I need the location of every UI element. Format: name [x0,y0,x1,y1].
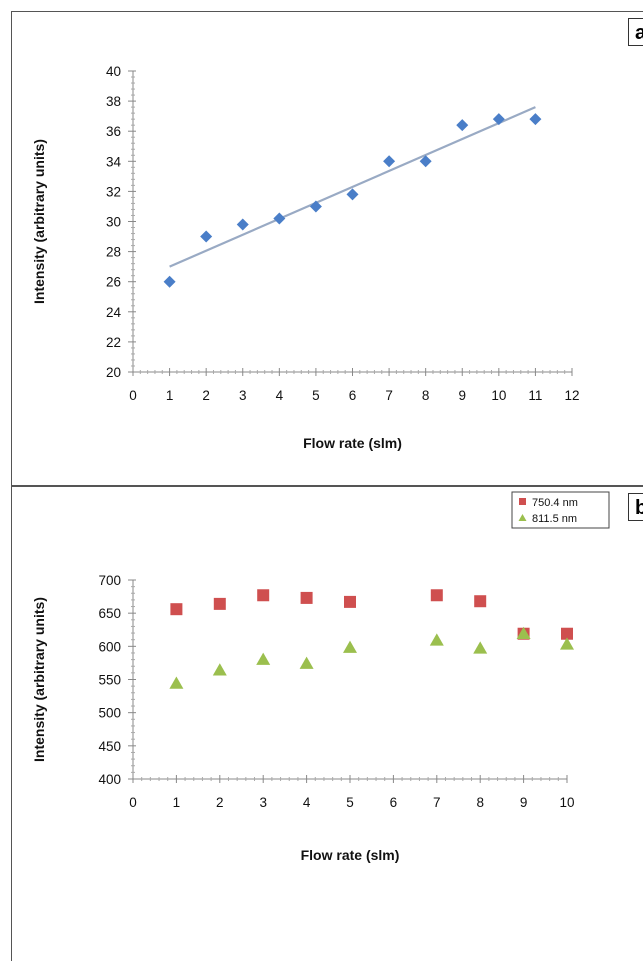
data-point [430,589,443,602]
legend-marker [518,514,527,521]
y-tick-label: 22 [106,335,121,350]
y-tick-label: 450 [98,739,121,754]
x-tick-label: 4 [303,795,311,810]
data-point [300,591,313,604]
x-axis-title: Flow rate (slm) [301,847,400,863]
x-tick-label: 8 [422,388,430,403]
x-tick-label: 2 [202,388,210,403]
x-tick-label: 0 [129,795,137,810]
x-tick-label: 12 [564,388,579,403]
x-tick-label: 6 [349,388,357,403]
y-axis-title: Intensity (arbitrary units) [31,139,47,304]
y-tick-label: 500 [98,706,121,721]
data-point [529,113,542,126]
legend-box [511,491,610,529]
panel-label-a: a [628,18,643,46]
data-point [419,155,432,168]
data-point [456,119,469,132]
panel-label-b: b [628,493,643,521]
x-tick-label: 0 [129,388,137,403]
trendline [169,106,536,268]
data-point [561,627,573,640]
data-point [309,200,322,213]
data-point [212,663,227,676]
data-point [163,275,176,288]
y-tick-label: 32 [106,184,121,199]
y-tick-label: 20 [106,365,121,380]
legend-label: 811.5 nm [532,513,577,525]
data-point [236,218,249,231]
y-tick-label: 28 [106,245,121,260]
x-tick-label: 9 [458,388,466,403]
x-tick-label: 1 [166,388,174,403]
x-tick-label: 11 [528,388,542,403]
data-point [344,595,356,608]
x-tick-label: 7 [433,795,441,810]
x-tick-label: 6 [390,795,398,810]
data-point [474,595,487,608]
data-point [343,640,357,653]
x-tick-label: 8 [476,795,484,810]
y-tick-label: 26 [106,275,121,290]
data-point [473,641,488,654]
y-tick-label: 700 [98,573,121,588]
data-point [257,589,270,602]
x-tick-label: 7 [385,388,393,403]
y-tick-label: 38 [106,94,121,109]
data-point [516,626,531,639]
x-tick-label: 3 [239,388,247,403]
y-tick-label: 36 [106,124,121,139]
data-point [492,113,505,126]
legend-marker [519,498,526,505]
x-tick-label: 10 [559,795,574,810]
data-point [170,603,183,616]
y-tick-label: 550 [98,673,121,688]
data-point [213,597,226,610]
x-tick-label: 2 [216,795,224,810]
data-point [200,230,213,243]
y-tick-label: 30 [106,215,121,230]
data-point [383,155,396,168]
x-tick-label: 5 [346,795,354,810]
x-tick-label: 9 [520,795,528,810]
data-point [256,652,271,665]
x-tick-label: 1 [173,795,181,810]
y-tick-label: 600 [98,639,121,654]
y-tick-label: 650 [98,606,121,621]
chart-a: 0 1 2 3 4 5 6 7 8 9 10 11 122022242628303234363840Fl… [31,64,580,451]
data-point [169,676,184,689]
chart-panel-a: a [11,11,643,486]
x-tick-label: 4 [276,388,284,403]
chart-b: 0 1 2 3 4 5 6 7 8 9 10 400 450 500 550 600 650 700 Flow ra… [31,491,610,863]
data-point [346,188,359,201]
x-tick-label: 10 [491,388,506,403]
y-tick-label: 400 [98,772,121,787]
data-point [299,656,314,669]
y-tick-label: 34 [106,154,122,169]
x-tick-label: 3 [259,795,267,810]
data-point [429,633,444,646]
data-point [273,212,286,225]
x-tick-label: 5 [312,388,320,403]
chart-panel-b: b [11,486,643,961]
x-axis-title: Flow rate (slm) [303,435,402,451]
y-tick-label: 24 [106,305,122,320]
y-axis-title: Intensity (arbitrary units) [31,597,47,762]
data-point [560,637,574,650]
legend-label: 750.4 nm [532,497,578,509]
y-tick-label: 40 [106,64,121,79]
